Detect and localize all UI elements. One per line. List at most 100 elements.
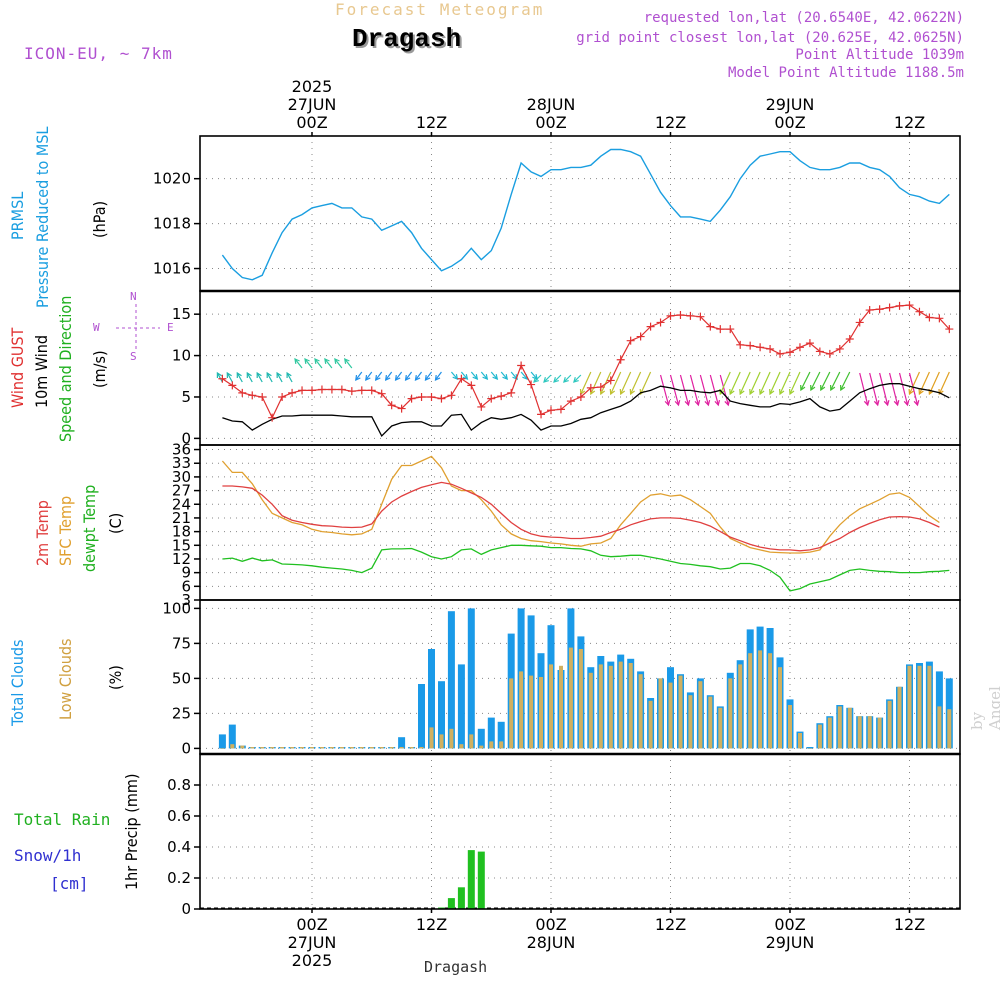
low-cloud-bar [817,724,822,749]
gust-marker [417,392,426,401]
wind-arrow [246,372,253,383]
y-tick-label: 1016 [153,260,191,278]
low-cloud-bar [718,707,723,749]
gust-marker [517,361,526,370]
wind-arrow-head [908,388,914,396]
low-cloud-bar [947,709,952,749]
low-cloud-bar [788,705,792,749]
gust-marker [507,388,516,397]
low-cloud-bar [250,747,255,749]
wind-arrow [450,371,458,380]
wind-arrow-head [694,399,701,407]
gust-marker [606,376,615,385]
gust-marker [347,387,356,396]
wind-arrow [869,372,879,406]
gust-marker [467,381,476,390]
t2m-line [222,481,940,552]
wind-arrow [659,374,670,406]
time-label-bottom: 00Z [296,915,327,934]
wind-arrow-head [216,371,222,378]
wind-arrow [355,371,363,381]
wind-arrow [709,374,719,406]
low-cloud-bar [359,747,364,749]
total-cloud-bar [467,608,475,749]
wind-arrow-head [749,388,755,396]
low-cloud-bar [509,678,514,749]
wind-arrow-head [344,358,350,364]
y-tick-label: 6 [181,577,191,595]
wind-arrow [405,371,413,381]
wind-arrow [908,371,921,395]
rain-bar [477,851,485,909]
wind-arrow-head [294,358,300,364]
gust-marker [746,341,755,350]
low-cloud-bar [399,747,404,749]
product-label: Forecast Meteogram [335,0,545,19]
wind-arrow [314,358,323,369]
gust-marker [656,318,665,327]
wind-arrow [810,371,821,391]
low-cloud-bar [887,700,892,749]
y-tick-label: 24 [172,495,191,513]
low-cloud-bar [827,717,832,749]
gust-marker [437,394,446,403]
wind-arrow [490,371,498,380]
low-cloud-bar [688,695,693,749]
low-cloud-bar [230,744,235,749]
total-cloud-bar [497,721,505,749]
rain-label: Total Rain [14,810,111,829]
time-label-bottom: 00Z [774,915,805,934]
low-cloud-bar [379,747,384,749]
wind-arrow-head [226,371,232,379]
wind-arrow-head [492,373,499,380]
wind-arrow-head [324,358,330,364]
gust-marker [298,386,307,395]
low-cloud-bar [738,664,743,749]
total-cloud-bar [218,734,226,749]
wind-arrow [889,372,899,406]
y-tick-label: 12 [172,550,191,568]
gust-marker [875,305,884,314]
low-cloud-bar [329,747,334,749]
gust-marker [317,385,326,394]
gridpoint-coords: grid point closest lon,lat (20.625E, 42.… [576,30,964,46]
gust-marker [258,392,267,401]
y-tick-label: 0 [181,739,191,757]
time-label-bottom: 28JUN [527,933,576,952]
low-cloud-bar [320,747,324,749]
y-tick-label: 33 [172,454,191,472]
low-cloud-bar [549,664,553,749]
wind-arrow [769,371,781,395]
wind-arrow-head [609,388,616,396]
gust-marker [537,410,546,419]
wind-arrow-head [424,375,431,382]
wind-arrow-head [913,400,920,407]
wind-arrow-head [414,375,421,382]
y-tick-label: 25 [172,704,191,722]
low-cloud-bar [857,716,862,749]
gust-marker [268,413,277,422]
gust-marker [825,349,834,358]
wind-arrow-head [256,371,262,378]
wind-arrow-head [893,400,900,407]
y-tick-label: 10 [172,347,191,365]
wind-arrow [543,374,552,383]
low-cloud-bar [310,747,314,749]
y-tick-label: 0 [181,900,191,918]
y-tick-label: 15 [172,536,191,554]
time-label-bottom: 27JUN [288,933,337,952]
gust-marker [457,374,466,383]
time-label-top: 27JUN [288,95,337,114]
low-cloud-bar [240,745,245,749]
time-label-bottom: 12Z [894,915,925,934]
wind-arrow [840,371,851,391]
wind-arrow [580,371,592,395]
panel-frame [199,444,961,601]
y-tick-label: 0.2 [167,869,191,887]
low-cloud-bar [728,678,733,749]
panel-frame [199,135,961,292]
time-label-top: 12Z [655,113,686,132]
footer-location: Dragash [424,958,488,976]
gust-marker [377,389,386,398]
wind-arrow [365,371,373,381]
